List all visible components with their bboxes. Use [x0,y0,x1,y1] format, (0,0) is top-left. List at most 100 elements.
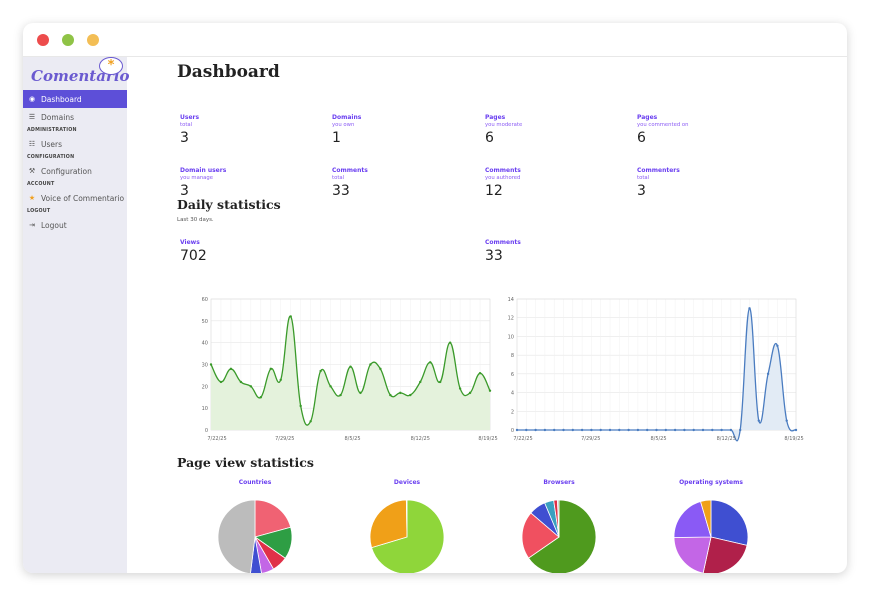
y-tick-label: 6 [511,372,514,378]
stat-sub: total [637,175,650,181]
pie-slice-nl[interactable] [254,536,275,573]
sidebar-item-logout[interactable]: ⇥ Logout [23,216,127,234]
data-point [766,372,770,376]
data-point [379,367,382,371]
data-point [419,380,422,384]
stat-value: 3 [180,183,189,199]
pie-slice-phone[interactable] [369,499,408,549]
stat-value: 12 [485,183,503,199]
stat-sub: total [180,122,193,128]
data-point [339,393,342,397]
stat-label: Users [180,114,200,121]
data-point [580,428,584,432]
data-point [636,428,640,432]
data-point [279,378,282,381]
data-point [534,428,537,432]
pie-title: Browsers [543,479,575,486]
data-point [655,428,658,432]
stat-label: Domain users [180,167,227,174]
x-tick-label: 7/22/25 [513,436,532,442]
pie-slice-others[interactable] [217,499,256,573]
y-tick-label: 10 [202,406,208,412]
data-point [239,380,243,384]
close-dot-icon[interactable] [37,34,49,46]
sidebar-item-voice-of-commentario[interactable]: ★ Voice of Commentario [23,189,127,207]
daily-statistics-subtitle: Last 30 days. [177,217,214,223]
x-tick-label: 8/19/25 [478,436,497,442]
data-point [553,428,556,432]
main-content: Dashboard Users total 3 Domains you own 1 Page… [127,57,847,573]
data-point [618,428,621,432]
stat-card: Comments you authored 12 [485,167,635,199]
y-tick-label: 0 [511,428,514,434]
sidebar-item-dashboard[interactable]: ◉ Dashboard [23,90,127,108]
data-point [399,391,402,395]
maximize-dot-icon[interactable] [87,34,99,46]
y-tick-label: 10 [508,334,514,340]
window-titlebar [23,23,847,57]
data-point [627,428,630,432]
pie-title: Operating systems [679,479,743,486]
pie-title: Devices [393,479,421,486]
pie-title: Countries [238,479,272,486]
data-point [599,428,602,432]
data-point [543,428,547,432]
x-tick-label: 7/29/25 [275,436,294,442]
comments-value: 33 [485,248,503,264]
pie-slice-chrome[interactable] [528,499,597,573]
data-point [329,385,332,388]
series-area-comments [517,308,796,441]
pie-slice-windows[interactable] [710,499,749,546]
data-point [757,419,760,422]
domains-icon: ☰ [28,113,36,121]
y-tick-label: 4 [511,391,514,397]
stat-value: 3 [637,183,646,199]
stat-label: Domains [332,114,362,121]
sidebar-item-label: Configuration [41,166,92,176]
pie-slice-others[interactable] [557,499,560,538]
app-logo[interactable]: Comentario * [29,57,130,89]
data-point [720,428,723,432]
x-tick-label: 8/5/25 [344,436,360,442]
stat-card: Domains you own 1 [332,114,482,146]
data-point [701,428,705,432]
stat-sub: you commented on [637,122,689,128]
pie-slice-linux[interactable] [673,501,712,538]
y-tick-label: 12 [508,316,514,322]
data-point [349,365,352,368]
y-tick-label: 20 [202,384,208,390]
pie-slice-us[interactable] [254,499,292,538]
x-tick-label: 8/12/25 [411,436,430,442]
views-value: 702 [180,248,207,264]
nav-section-account: ACCOUNT [27,182,55,187]
data-point [438,380,442,384]
data-point [488,389,492,392]
daily-statistics-heading: Daily statistics [177,197,281,212]
sidebar-item-label: Domains [41,112,75,122]
data-point [299,404,302,408]
stat-sub: you own [332,122,355,128]
pie-slice-macosx[interactable] [673,536,712,573]
pie-slice-computer[interactable] [371,499,445,573]
sidebar-item-domains[interactable]: ☰ Domains [23,108,127,126]
browser-window: Comentario * ◉ Dashboard ☰ Domains ADMINISTR… [23,23,847,573]
sidebar-item-users[interactable]: ☷ Users [23,135,127,153]
sidebar: Comentario * ◉ Dashboard ☰ Domains ADMINISTR… [23,57,130,573]
data-point [748,307,751,310]
sidebar-item-configuration[interactable]: ⚒ Configuration [23,162,127,180]
logout-icon: ⇥ [29,221,35,229]
pie-slice-ios[interactable] [700,499,712,538]
pie-slice-pl[interactable] [250,536,262,573]
pie-slice-firefox[interactable] [521,512,560,559]
data-point [389,393,392,397]
views-total: Views 702 [180,239,330,264]
minimize-dot-icon[interactable] [62,34,74,46]
data-point [692,428,695,432]
pie-slice-android[interactable] [702,536,748,573]
data-point [429,361,432,364]
data-point [571,428,574,432]
pie-chart-browsers [521,499,597,573]
pie-slice-unknown[interactable] [405,499,408,538]
data-point [590,428,593,432]
data-point [776,344,779,347]
